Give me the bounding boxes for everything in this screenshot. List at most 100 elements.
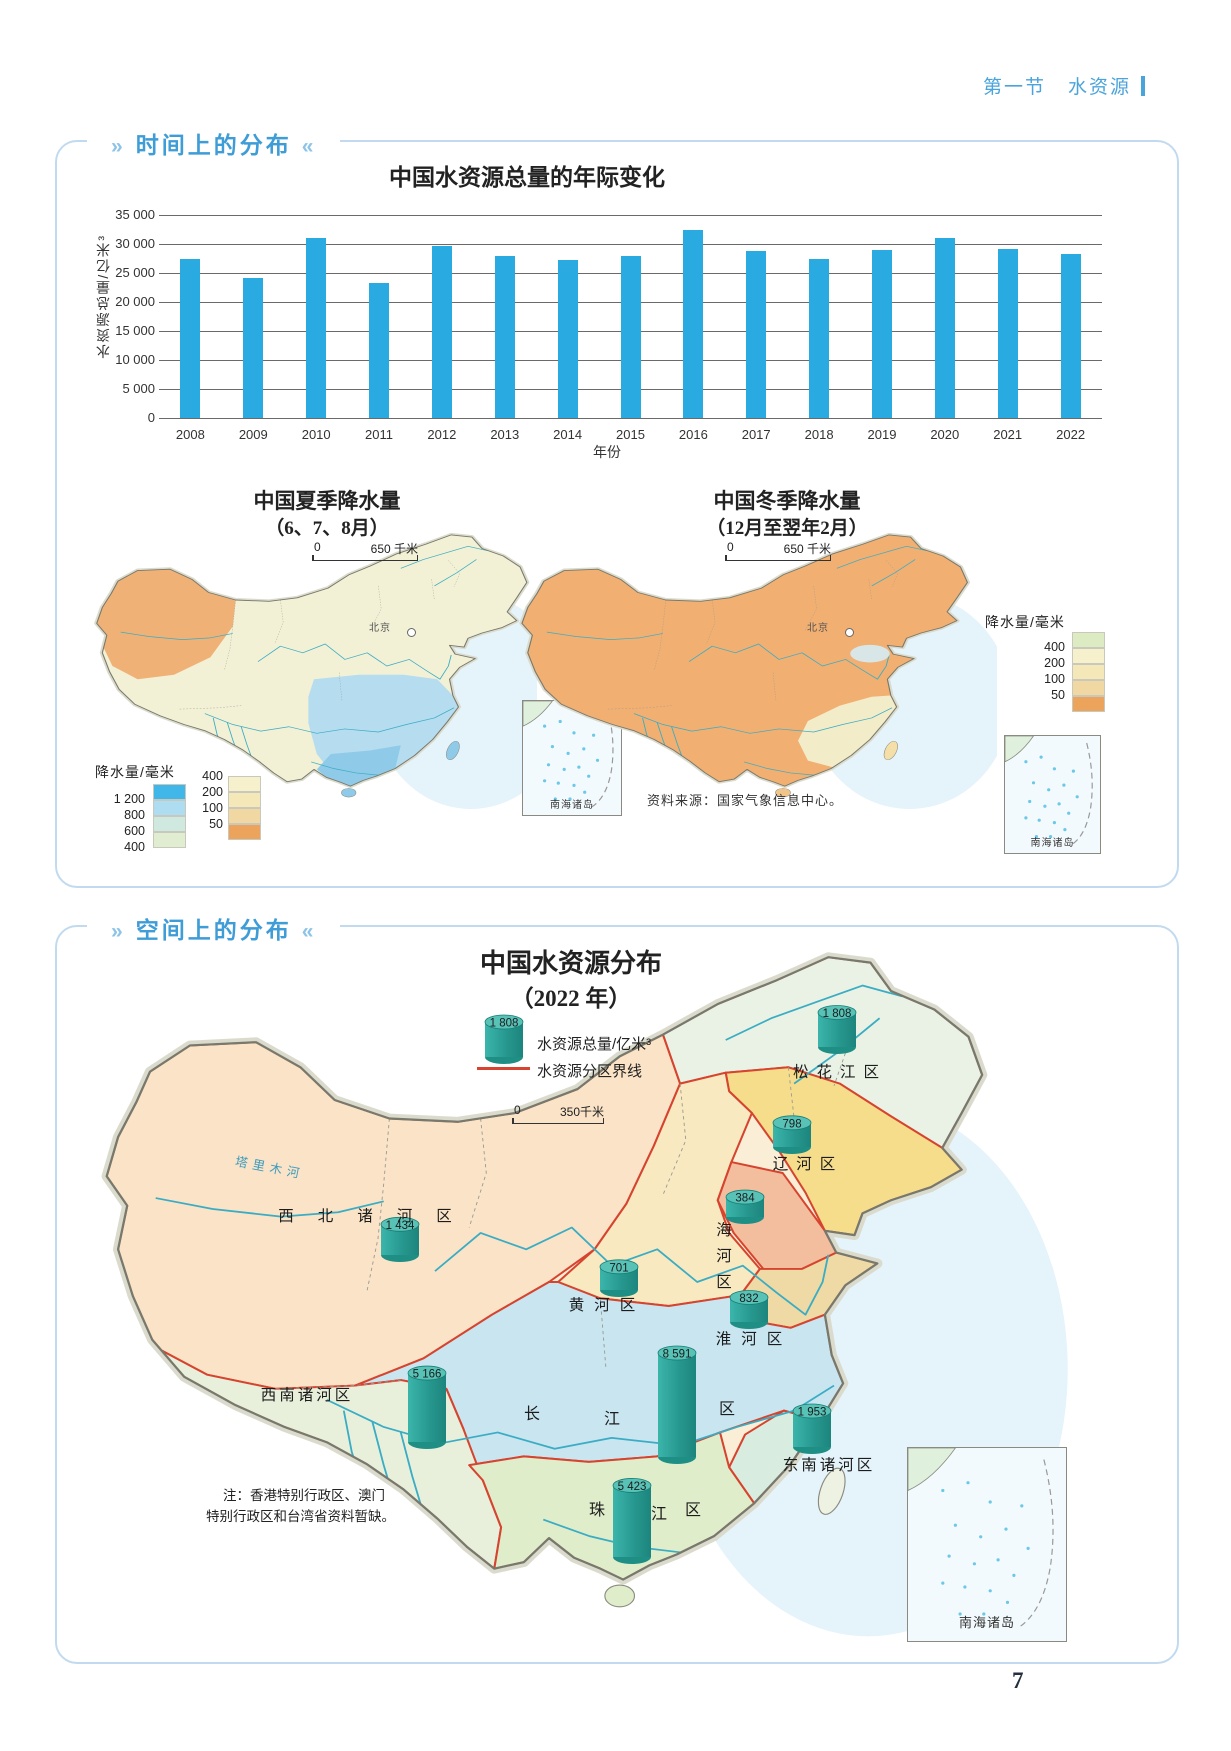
inset-island bbox=[1028, 799, 1032, 804]
page-number: 7 bbox=[1012, 1668, 1024, 1693]
y-tick-label: 0 bbox=[147, 410, 155, 425]
x-tick-label: 2019 bbox=[867, 427, 897, 442]
cylinder-value: 1 434 bbox=[386, 1220, 415, 1232]
bar-2015 bbox=[620, 256, 641, 418]
beijing-dot-winter bbox=[845, 628, 854, 637]
province-boundary bbox=[468, 1118, 487, 1228]
inset-island bbox=[543, 779, 547, 783]
river bbox=[399, 1432, 425, 1515]
chevron-left-icon: « bbox=[301, 920, 317, 943]
river bbox=[257, 643, 452, 680]
province-boundary bbox=[179, 705, 242, 710]
y-tick-label: 10 000 bbox=[115, 352, 155, 367]
region-label-海河区: 海 bbox=[716, 1221, 732, 1239]
legend-swatch bbox=[153, 800, 186, 816]
inset-island bbox=[1071, 769, 1075, 773]
cylinder-value: 701 bbox=[609, 1262, 628, 1274]
bar-chart-title: 中国水资源总量的年际变化 bbox=[389, 165, 665, 190]
scale-zero: 0 bbox=[727, 540, 734, 554]
inset-island bbox=[1031, 781, 1036, 785]
taiwan-island bbox=[883, 740, 898, 761]
bar-2008 bbox=[180, 259, 201, 418]
inset-island bbox=[568, 797, 572, 801]
legend-value: 800 bbox=[124, 808, 145, 822]
cylinder-value: 798 bbox=[782, 1118, 801, 1130]
inset-island bbox=[572, 783, 576, 787]
cylinder-海河区: 384 bbox=[725, 1189, 765, 1224]
legend-value: 400 bbox=[202, 769, 223, 783]
taiwan-island bbox=[817, 1467, 846, 1515]
panel-space-distribution: » 空间上的分布 « 1 808 1 808 松花江区 798 辽河区 384 海河区 701 黄河… bbox=[55, 911, 1179, 1664]
inset-coast bbox=[1005, 736, 1034, 763]
inset-island bbox=[988, 1500, 992, 1504]
province-boundary bbox=[886, 560, 899, 587]
inset-island bbox=[1005, 1600, 1010, 1604]
scale-distance: 350千米 bbox=[559, 1105, 604, 1119]
inset-island bbox=[941, 1581, 945, 1585]
water-map-title: 中国水资源分布 bbox=[479, 949, 662, 978]
region-label-东南诸河区: 东南诸河区 bbox=[783, 1456, 876, 1474]
scale-distance: 650 千米 bbox=[783, 542, 831, 556]
inset-island bbox=[553, 797, 557, 801]
x-tick-label: 2017 bbox=[741, 427, 771, 442]
inset-island bbox=[966, 1481, 970, 1485]
inset-island bbox=[1049, 835, 1053, 839]
inset-island bbox=[1052, 767, 1056, 771]
y-tick-label: 25 000 bbox=[115, 265, 155, 280]
region-label-珠江区: 珠 bbox=[589, 1501, 605, 1519]
chevron-right-icon: » bbox=[111, 920, 126, 943]
x-tick-label: 2020 bbox=[930, 427, 960, 442]
river bbox=[633, 707, 893, 734]
inset-island bbox=[1047, 788, 1051, 792]
inset-island bbox=[941, 1488, 945, 1493]
cylinder-长江区: 8 591 bbox=[657, 1345, 697, 1464]
winter-map-title: 中国冬季降水量 bbox=[713, 489, 861, 513]
legend-value: 1 200 bbox=[113, 792, 145, 806]
cylinder-value: 8 591 bbox=[663, 1349, 692, 1361]
header-divider bbox=[1141, 76, 1145, 96]
legend-swatch bbox=[1072, 664, 1105, 680]
bar-2021 bbox=[997, 249, 1018, 418]
bar-2012 bbox=[431, 246, 452, 418]
inset-island bbox=[1037, 818, 1041, 822]
scale-line bbox=[512, 1118, 604, 1124]
beijing-dot-summer bbox=[407, 628, 416, 637]
summer-map-title: 中国夏季降水量 bbox=[253, 489, 401, 513]
winter-map-subtitle: （12月至翌年2月） bbox=[706, 518, 868, 539]
inset-island bbox=[550, 745, 554, 749]
summer-inset-label: 南海诸岛 bbox=[550, 800, 594, 811]
river bbox=[688, 643, 890, 680]
inset-island bbox=[1012, 1573, 1016, 1577]
section-label-time: » 时间上的分布 « bbox=[87, 126, 341, 160]
winter-precip-legend: 降水量/毫米 400 200 100 50 bbox=[985, 612, 1135, 732]
river bbox=[836, 545, 927, 569]
inset-island bbox=[1024, 760, 1028, 764]
inset-island bbox=[558, 719, 562, 724]
region-patch-0 bbox=[798, 695, 897, 768]
legend-swatch bbox=[228, 824, 261, 840]
river bbox=[725, 984, 903, 1041]
region-label-松花江区: 松花江区 bbox=[793, 1063, 887, 1081]
y-tick-label: 15 000 bbox=[115, 323, 155, 338]
bar-2011 bbox=[369, 282, 389, 418]
inset-map bbox=[1005, 736, 1093, 846]
legend-value: 50 bbox=[209, 817, 223, 831]
winter-scale-bar: 0 650 千米 bbox=[725, 540, 831, 561]
legend-value: 100 bbox=[1044, 672, 1065, 686]
cylinder-value: 1 808 bbox=[823, 1008, 852, 1020]
water-inset-label: 南海诸岛 bbox=[958, 1615, 1015, 1630]
cylinder-辽河区: 798 bbox=[772, 1115, 812, 1154]
cylinder-淮河区: 832 bbox=[729, 1290, 769, 1329]
x-tick-label: 2010 bbox=[301, 427, 331, 442]
inset-island bbox=[979, 1535, 983, 1539]
bar-2009 bbox=[243, 277, 264, 418]
section-title-space: 空间上的分布 bbox=[135, 917, 292, 943]
gridline bbox=[159, 215, 1102, 217]
bar-2018 bbox=[809, 258, 830, 418]
river bbox=[400, 545, 488, 569]
y-tick-label: 5 000 bbox=[122, 381, 155, 396]
region-label-西北诸河区: 西北诸河区 bbox=[278, 1207, 476, 1225]
province-boundary bbox=[599, 1298, 607, 1370]
region-label-海河区: 区 bbox=[716, 1274, 732, 1291]
